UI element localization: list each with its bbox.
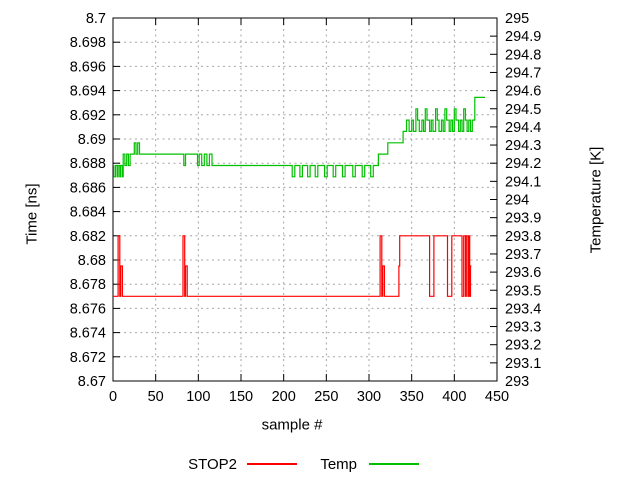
y2-tick-label: 295 [505,11,529,27]
legend-line-temp-icon [369,463,419,465]
y2-tick-label: 293.5 [505,283,541,299]
y-tick-label: 8.688 [70,156,106,172]
y2-tick-label: 294.3 [505,138,541,154]
y2-tick-label: 293.2 [505,338,541,354]
y2-tick-label: 294.9 [505,29,541,45]
y-tick-label: 8.678 [70,277,106,293]
y-tick-label: 8.676 [70,301,106,317]
series-temp-line [113,96,486,178]
legend-label-temp: Temp [320,456,357,473]
legend-line-stop2-icon [247,463,297,465]
y2-tick-label: 294.6 [505,84,541,100]
right-axis-title: Temperature [K] [587,146,605,254]
y2-tick-label: 294.8 [505,47,541,63]
y2-tick-label: 294.5 [505,102,541,118]
y-tick-label: 8.682 [70,229,106,245]
y2-tick-label: 293.7 [505,247,541,263]
y2-tick-label: 293.9 [505,211,541,227]
y-tick-label: 8.694 [70,84,106,100]
y-tick-label: 8.67 [78,374,106,390]
legend: STOP2 Temp [0,456,640,476]
x-tick-label: 350 [400,389,424,405]
y-tick-label: 8.696 [70,59,106,75]
y-tick-label: 8.68 [78,253,106,269]
y2-tick-label: 293 [505,374,529,390]
y2-tick-label: 294.1 [505,174,541,190]
y-tick-label: 8.686 [70,180,106,196]
y2-tick-label: 293.8 [505,229,541,245]
y2-tick-label: 293.4 [505,301,541,317]
x-tick-label: 150 [229,389,253,405]
y-tick-label: 8.684 [70,205,106,221]
y2-tick-label: 294.4 [505,120,541,136]
y2-tick-label: 293.1 [505,356,541,372]
y-tick-label: 8.698 [70,35,106,51]
x-tick-label: 250 [314,389,338,405]
y-tick-label: 8.7 [86,11,106,27]
series-stop2-line [113,235,472,297]
legend-label-stop2: STOP2 [188,456,237,473]
x-tick-label: 50 [148,389,164,405]
x-tick-label: 300 [357,389,381,405]
y2-tick-label: 293.3 [505,320,541,336]
y2-tick-label: 294 [505,193,529,209]
x-tick-label: 0 [109,389,117,405]
x-tick-label: 400 [442,389,466,405]
y-tick-label: 8.672 [70,350,106,366]
x-tick-label: 450 [485,389,509,405]
y-tick-label: 8.692 [70,108,106,124]
x-axis-title: sample # [261,416,323,434]
y2-tick-label: 294.7 [505,65,541,81]
x-tick-label: 100 [186,389,210,405]
left-axis-title: Time [ns] [23,183,41,245]
y-tick-label: 8.69 [78,132,106,148]
plot-border [112,17,498,382]
x-tick-label: 200 [272,389,296,405]
y2-tick-label: 293.6 [505,265,541,281]
y2-tick-label: 294.2 [505,156,541,172]
y-tick-label: 8.674 [70,326,106,342]
